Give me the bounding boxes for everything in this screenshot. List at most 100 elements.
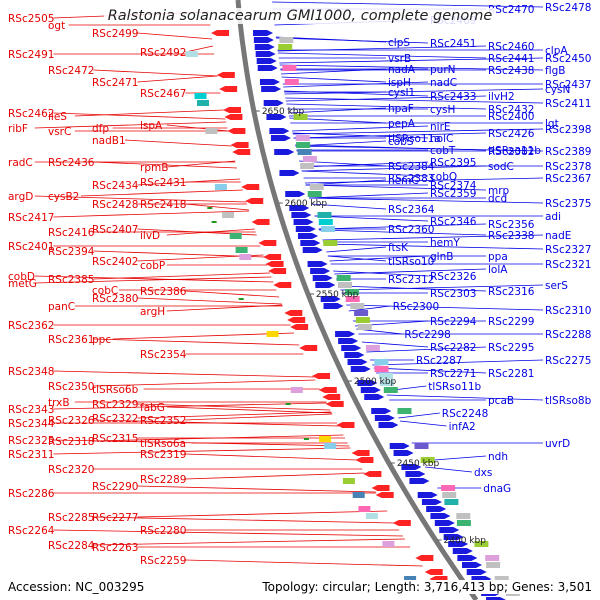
left-gene-label: RSc2325: [8, 435, 54, 447]
reverse-gene-arrow: [232, 149, 251, 155]
forward-gene-arrow: [256, 58, 277, 64]
feature-block: [345, 289, 360, 295]
feature-block: [345, 296, 360, 302]
left-gene-label: RSc2471: [92, 77, 138, 89]
right-gene-label: nadE: [545, 230, 571, 242]
left-gene-label: RSc2467: [140, 88, 186, 100]
right-gene-label: RSc2400: [488, 111, 534, 123]
feature-block: [266, 331, 279, 337]
forward-gene-arrow: [360, 387, 381, 393]
right-leader-line: [283, 81, 429, 88]
forward-gene-arrow: [257, 65, 278, 71]
left-leader-line: [137, 297, 282, 305]
right-leader-line: [399, 420, 447, 427]
feature-block: [485, 555, 500, 561]
feature-block: [324, 443, 337, 449]
reverse-gene-arrow: [318, 387, 337, 393]
kbp-label: 2550 kbp: [316, 290, 359, 300]
reverse-gene-arrow: [230, 142, 249, 148]
reverse-gene-arrow: [216, 72, 235, 78]
right-gene-label: RSc2438: [488, 65, 534, 77]
reverse-gene-arrow: [336, 422, 355, 428]
right-gene-label: RSc2294: [430, 316, 477, 328]
left-gene-label: RSc2362: [8, 320, 54, 332]
left-gene-label: cysB2: [48, 191, 79, 203]
right-leader-line: [295, 140, 387, 147]
forward-gene-arrow: [279, 170, 300, 176]
left-leader-line: [93, 419, 339, 427]
left-gene-label: RSc2348: [8, 366, 54, 378]
feature-block: [279, 37, 294, 43]
right-leader-line: [284, 88, 544, 95]
right-gene-label: cysN: [545, 84, 570, 96]
left-gene-label: radC: [8, 157, 33, 169]
left-gene-label: dfp: [92, 123, 109, 135]
forward-gene-arrow: [266, 114, 287, 120]
left-leader-line: [93, 516, 395, 524]
right-gene-label: clpS: [388, 37, 410, 49]
forward-gene-arrow: [270, 135, 291, 141]
right-gene-label: sodC: [488, 161, 514, 173]
left-gene-label: RSc2352: [140, 415, 186, 427]
tick-mark: [285, 403, 291, 405]
right-gene-label: tlSRso11b: [488, 145, 541, 157]
reverse-gene-arrow: [290, 324, 309, 330]
forward-gene-arrow: [289, 205, 310, 211]
feature-block: [197, 100, 209, 106]
right-gene-label: RSc2384: [388, 161, 435, 173]
forward-gene-arrow: [401, 464, 422, 470]
left-gene-label: rpmB: [140, 162, 168, 174]
feature-block: [474, 541, 489, 547]
left-gene-label: RSc2418: [140, 199, 186, 211]
feature-block: [365, 513, 378, 519]
forward-gene-arrow: [466, 569, 487, 575]
right-gene-label: RSc2451: [430, 38, 476, 50]
left-gene-label: RSc2428: [92, 199, 138, 211]
right-gene-label: RSc2360: [388, 224, 434, 236]
left-gene-label: cobC: [92, 285, 118, 297]
right-gene-label: RSc2367: [545, 173, 591, 185]
feature-block: [297, 149, 312, 155]
left-gene-label: RSc2380: [92, 293, 138, 305]
feature-block: [296, 142, 311, 148]
feature-block: [194, 93, 207, 99]
right-gene-labels: RSc2478RSc2470RSc2469clpSclpARSc2460RSc2…: [388, 2, 592, 495]
right-gene-label: pepA: [388, 118, 416, 130]
tick-mark: [211, 221, 217, 223]
left-leader-line: [166, 124, 229, 132]
right-gene-label: dnaG: [483, 483, 511, 495]
right-gene-label: adi: [545, 211, 561, 223]
forward-gene-arrow: [457, 555, 478, 561]
right-gene-label: RSc2411: [545, 98, 591, 110]
right-leader-line: [309, 192, 429, 199]
forward-gene-arrow: [393, 450, 414, 456]
forward-gene-arrow: [312, 275, 333, 281]
right-leader-line: [361, 341, 429, 348]
reverse-gene-arrow: [355, 457, 374, 463]
right-gene-label: ilvH2: [488, 91, 515, 103]
right-gene-label: nirE: [430, 121, 451, 133]
right-gene-label: RSc2383: [388, 173, 434, 185]
left-gene-label: RSc2436: [48, 157, 95, 169]
left-leader-line: [93, 379, 316, 387]
reverse-gene-arrow: [363, 471, 382, 477]
left-leader-line: [137, 75, 218, 83]
reverse-gene-arrow: [392, 520, 411, 526]
feature-block: [383, 387, 398, 393]
feature-block: [282, 65, 297, 71]
left-leader-line: [53, 529, 403, 537]
reverse-gene-arrow: [219, 86, 238, 92]
reverse-gene-arrow: [424, 569, 443, 575]
right-gene-label: lolA: [488, 264, 508, 276]
forward-gene-arrow: [285, 191, 306, 197]
left-gene-label: RSc2491: [8, 49, 54, 61]
right-gene-label: vsrB: [388, 53, 411, 65]
left-gene-label: RSc2344: [8, 418, 55, 430]
right-gene-label: RSc2478: [545, 2, 591, 14]
forward-gene-arrow: [430, 513, 451, 519]
accession-text: Accession: NC_003295: [8, 580, 145, 594]
reverse-gene-arrow: [299, 345, 318, 351]
left-gene-label: ppc: [92, 334, 111, 346]
forward-gene-arrow: [254, 44, 275, 50]
right-leader-line: [304, 177, 544, 184]
